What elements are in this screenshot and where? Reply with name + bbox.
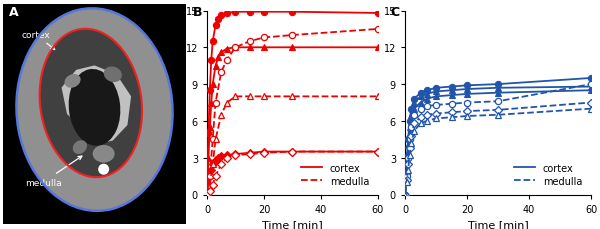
Ellipse shape [68, 70, 121, 146]
X-axis label: Time [min]: Time [min] [467, 219, 529, 229]
Ellipse shape [98, 164, 109, 175]
Text: medulla: medulla [25, 156, 82, 187]
Legend: cortex, medulla: cortex, medulla [510, 159, 586, 190]
Legend: cortex, medulla: cortex, medulla [297, 159, 373, 190]
Ellipse shape [73, 141, 87, 154]
Polygon shape [62, 66, 131, 145]
FancyBboxPatch shape [3, 5, 186, 224]
Ellipse shape [92, 145, 115, 163]
Ellipse shape [16, 9, 173, 211]
Ellipse shape [64, 75, 80, 88]
Ellipse shape [104, 67, 122, 83]
Text: C: C [390, 6, 399, 19]
X-axis label: Time [min]: Time [min] [262, 219, 323, 229]
Text: cortex: cortex [22, 31, 55, 50]
Text: B: B [193, 6, 203, 19]
Ellipse shape [40, 30, 142, 177]
Text: A: A [8, 6, 18, 19]
Y-axis label: Me₂SO Concentration [%]: Me₂SO Concentration [%] [173, 32, 183, 174]
